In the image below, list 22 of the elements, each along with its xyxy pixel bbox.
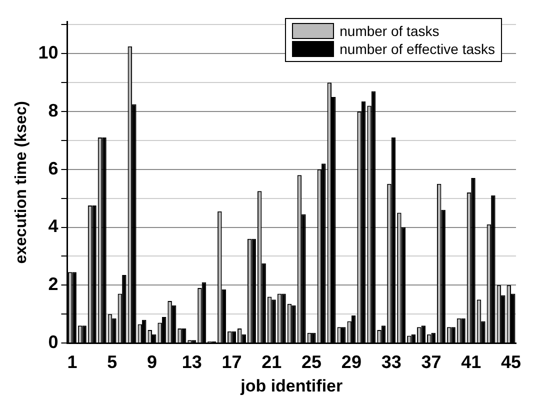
x-tick-label: 5 <box>107 352 118 372</box>
x-tick-label: 21 <box>262 352 282 372</box>
y-tick-label: 2 <box>48 274 58 294</box>
legend-label: number of tasks <box>340 22 440 40</box>
x-tick-label: 17 <box>222 352 242 372</box>
x-tick-label: 37 <box>421 352 442 372</box>
y-axis-title: execution time (ksec) <box>13 101 30 264</box>
x-axis-title: job identifier <box>240 376 343 396</box>
y-tick-label: 10 <box>38 42 58 63</box>
x-tick-label: 41 <box>461 352 482 372</box>
y-tick-label: 4 <box>48 216 58 236</box>
x-tick-label: 13 <box>182 352 202 372</box>
x-tick-label: 1 <box>67 352 78 372</box>
x-tick-label: 9 <box>146 352 157 372</box>
x-tick-label: 45 <box>501 352 522 372</box>
y-tick-label: 8 <box>48 100 58 120</box>
y-tick-label: 6 <box>48 158 58 178</box>
x-tick-label: 33 <box>381 352 402 372</box>
legend-label: number of effective tasks <box>340 40 495 58</box>
x-tick-label: 29 <box>341 352 362 372</box>
y-tick-label: 0 <box>48 332 58 352</box>
x-tick-label: 25 <box>302 352 322 372</box>
